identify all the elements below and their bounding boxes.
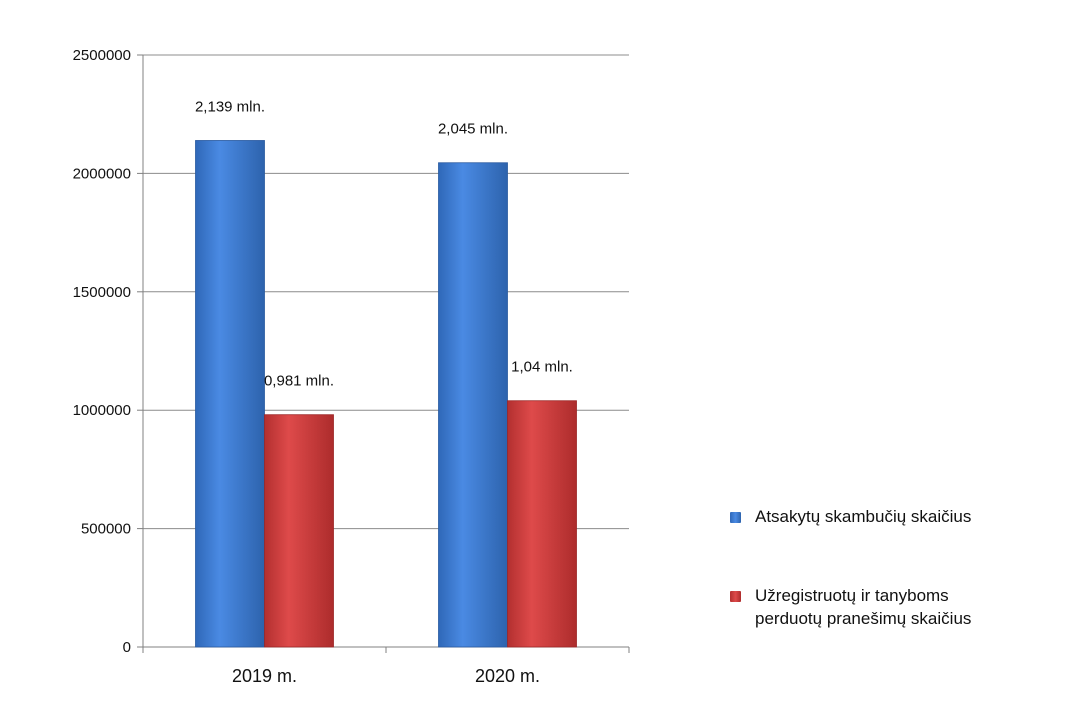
bar (195, 140, 265, 648)
axes: 0 500000 1000000 1500000 2000000 2500000 2019 … (73, 47, 630, 686)
data-label: 0,981 mln. (264, 373, 334, 390)
y-tick-label: 2000000 (73, 165, 131, 182)
y-tick-label: 500000 (81, 521, 131, 538)
legend-item-registered-reports: Užregistruotų ir tanyboms perduotų prane… (730, 584, 1070, 630)
legend-item-answered-calls: Atsakytų skambučių skaičius (730, 505, 1070, 528)
y-tick-label: 2500000 (73, 47, 131, 64)
legend-label-line: Atsakytų skambučių skaičius (755, 507, 972, 526)
legend-label-line: perduotų pranešimų skaičius (755, 609, 972, 628)
y-tick-label: 1000000 (73, 402, 131, 419)
legend-label: Užregistruotų ir tanyboms perduotų prane… (755, 584, 971, 630)
legend-label-line: Užregistruotų ir tanyboms (755, 586, 949, 605)
data-label: 2,045 mln. (438, 121, 508, 138)
legend-label: Atsakytų skambučių skaičius (755, 505, 971, 528)
legend-swatch-blue (730, 512, 741, 523)
bar (264, 414, 334, 648)
bars (195, 140, 577, 648)
y-tick-label: 1500000 (73, 284, 131, 301)
bar (507, 400, 577, 648)
data-labels: 2,139 mln. 0,981 mln. 2,045 mln. 1,04 mln. (195, 98, 573, 389)
bar (438, 162, 508, 648)
legend-swatch-red (730, 591, 741, 602)
x-tick-label: 2020 m. (475, 666, 540, 686)
legend: Atsakytų skambučių skaičius Užregistruot… (730, 505, 1070, 686)
data-label: 2,139 mln. (195, 98, 265, 115)
y-tick-label: 0 (123, 639, 131, 656)
x-tick-label: 2019 m. (232, 666, 297, 686)
data-label: 1,04 mln. (511, 359, 573, 376)
